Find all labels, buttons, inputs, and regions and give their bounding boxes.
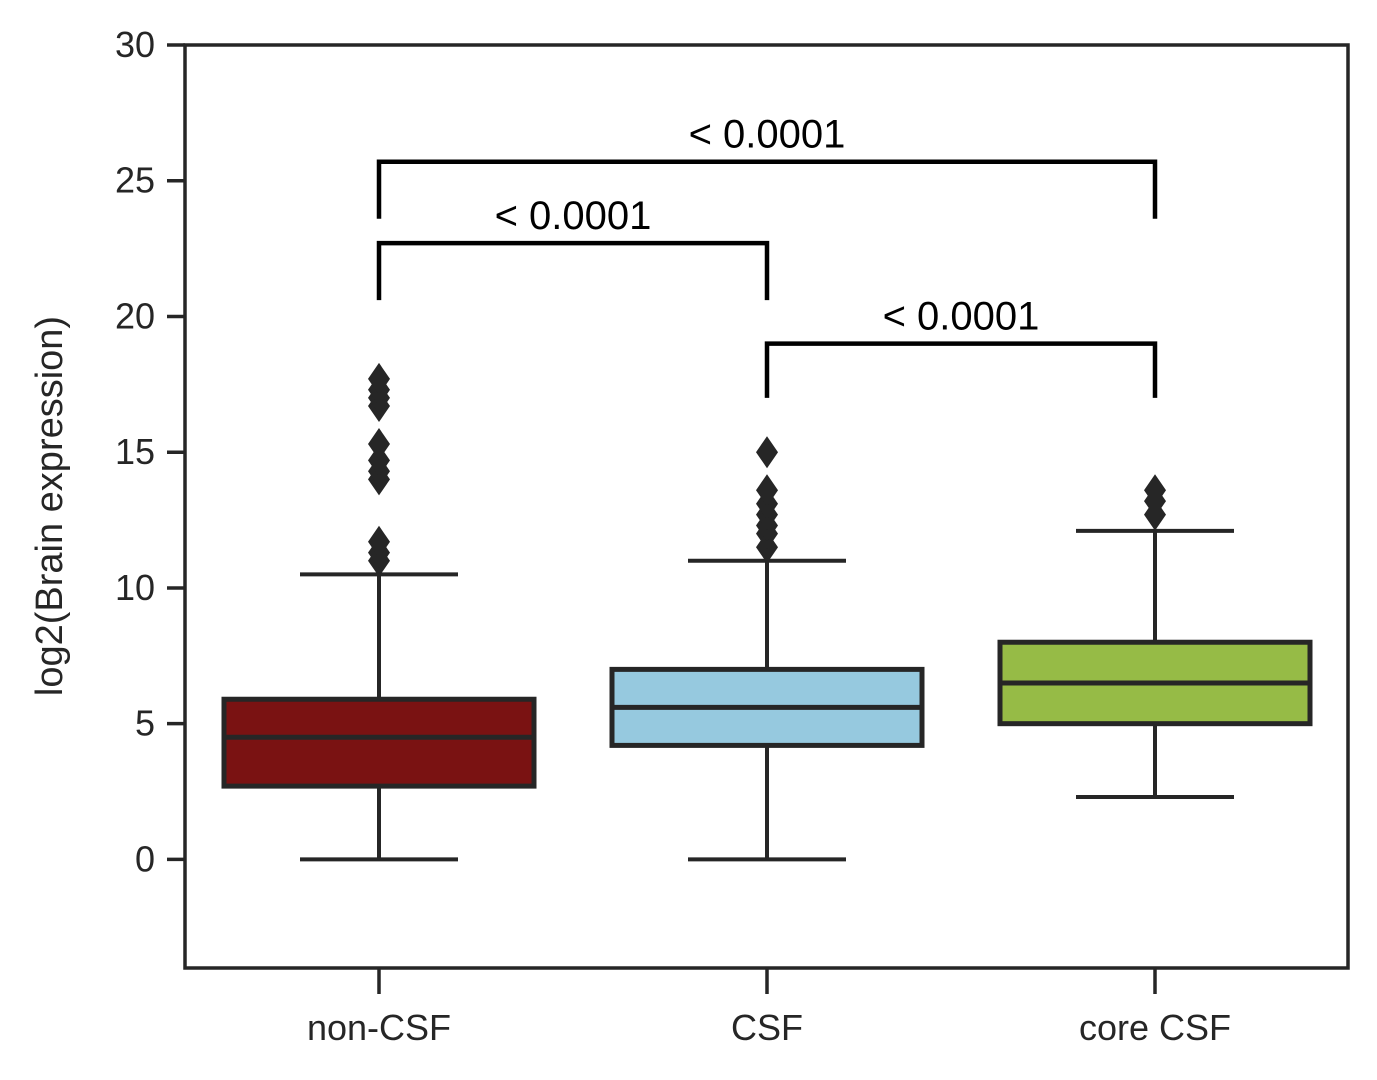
x-axis: non-CSF CSF core CSF (307, 968, 1231, 1048)
significance-bracket: < 0.0001 (376, 194, 770, 301)
significance-bracket: < 0.0001 (376, 113, 1158, 219)
y-tick-label: 0 (135, 838, 155, 879)
bracket-line (376, 240, 770, 301)
bracket-line (764, 341, 1158, 398)
x-tick-label: core CSF (1079, 1007, 1231, 1048)
y-tick-label: 5 (135, 703, 155, 744)
x-tick-label: non-CSF (307, 1007, 451, 1048)
y-axis: 0 5 10 15 20 25 30 (115, 24, 185, 879)
outlier-point (368, 525, 390, 558)
y-tick-label: 10 (115, 567, 155, 608)
outlier-point (368, 362, 390, 395)
plot-marks: < 0.0001 < 0.0001 < 0.0001 (221, 113, 1313, 862)
box-group-non-csf (221, 362, 537, 862)
iqr-box (221, 696, 537, 789)
significance-bracket: < 0.0001 (764, 295, 1158, 398)
y-tick-label: 15 (115, 431, 155, 472)
outlier-point (756, 436, 778, 469)
outlier-point (368, 444, 390, 477)
y-tick-label: 25 (115, 160, 155, 201)
outlier-point (368, 428, 390, 461)
y-tick-label: 30 (115, 24, 155, 65)
x-tick-label: CSF (731, 1007, 803, 1048)
significance-label: < 0.0001 (883, 295, 1040, 339)
significance-label: < 0.0001 (495, 194, 652, 238)
outlier-point (1144, 474, 1166, 507)
box-group-csf (609, 436, 925, 862)
box-group-core-csf (997, 474, 1313, 799)
y-tick-label: 20 (115, 295, 155, 336)
outlier-point (756, 474, 778, 507)
y-axis-label: log2(Brain expression) (29, 316, 71, 696)
significance-label: < 0.0001 (689, 113, 846, 157)
bracket-line (376, 159, 1158, 219)
